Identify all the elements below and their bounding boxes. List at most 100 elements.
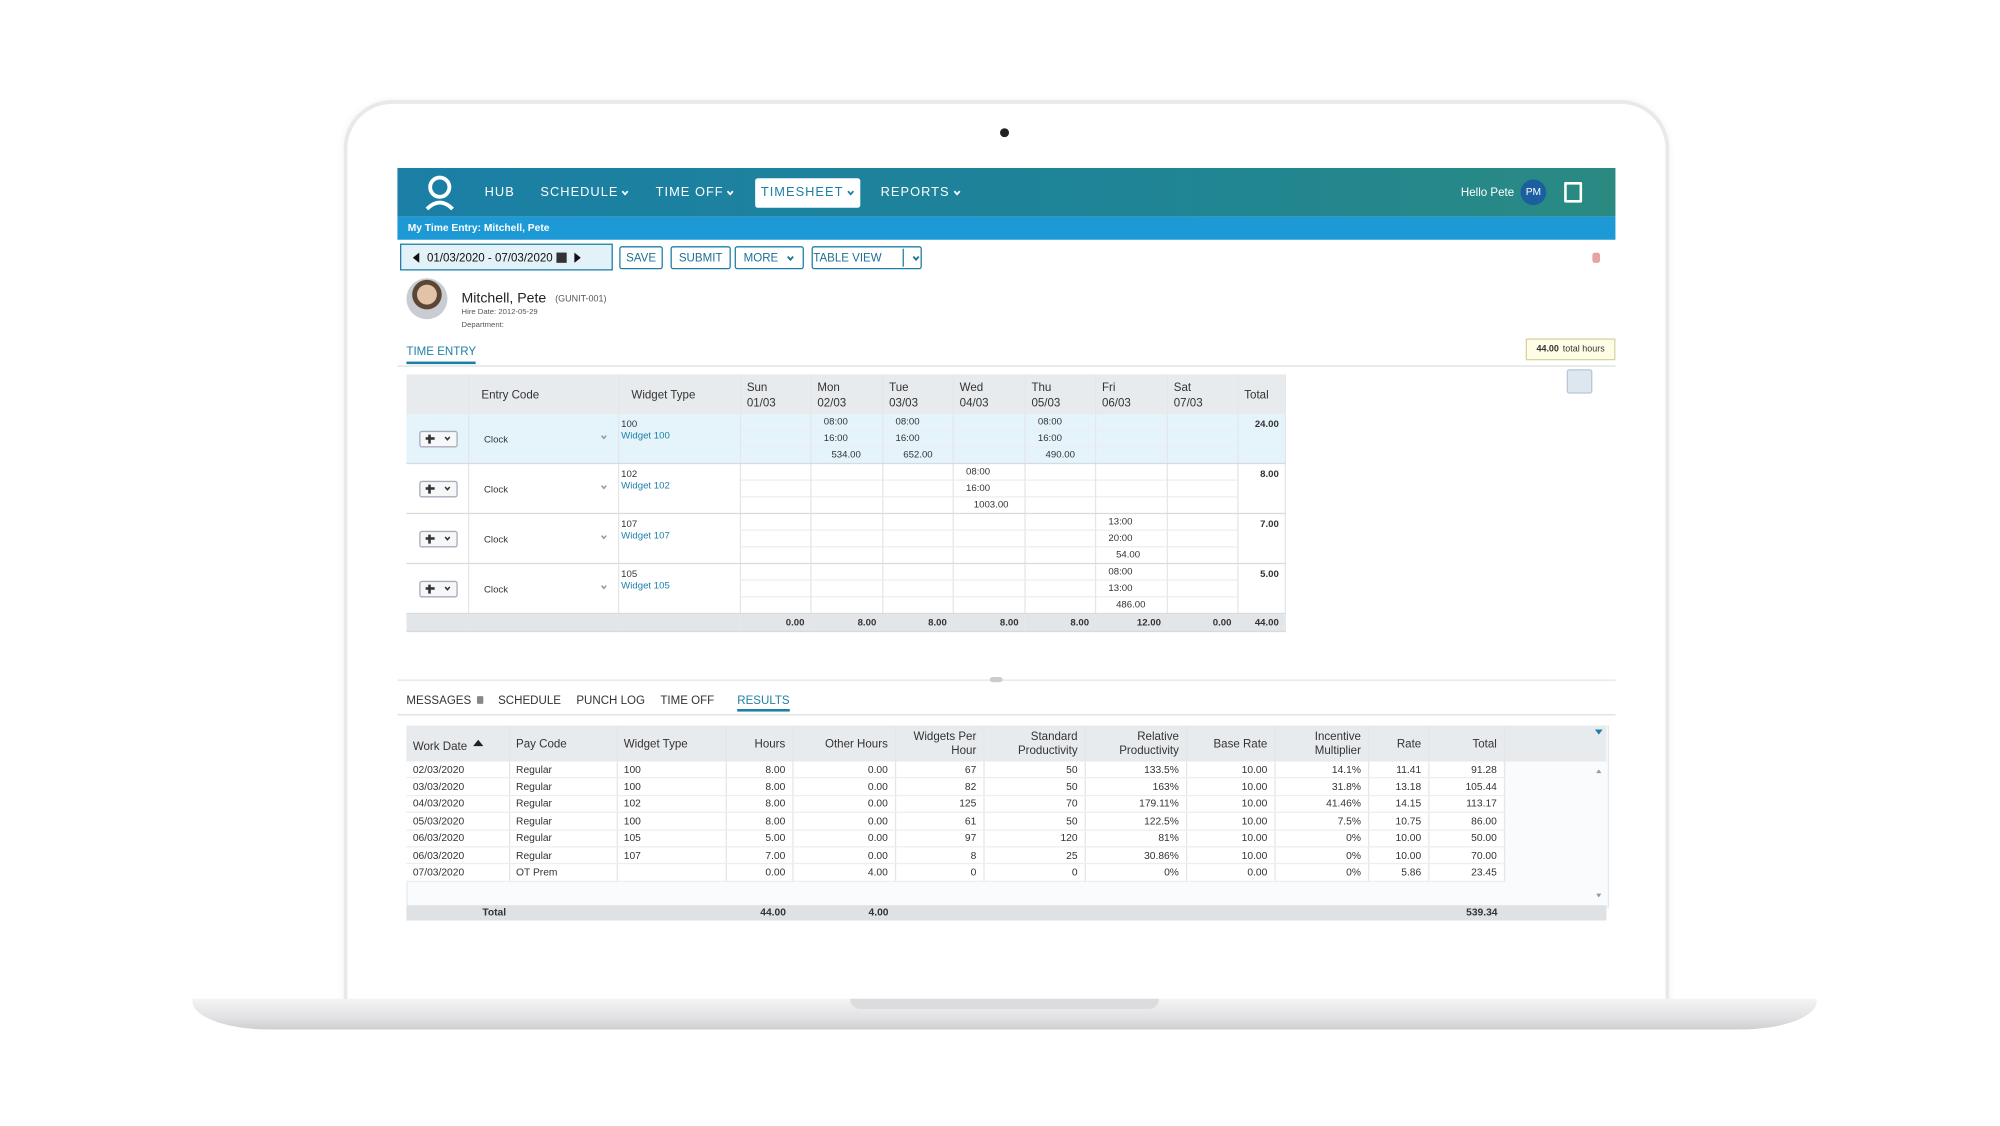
day-cell <box>952 513 1026 565</box>
result-cell: 10.00 <box>1185 778 1276 796</box>
entry-code[interactable]: Clock <box>484 433 617 444</box>
toolbar-button[interactable]: SAVE <box>619 246 663 270</box>
time-line[interactable]: 20:00 <box>1095 531 1167 548</box>
time-line <box>1167 514 1237 531</box>
day-cell: 08:00 16:00 534.00 <box>810 414 883 465</box>
header-cell[interactable]: Relative Productivity <box>1084 725 1187 762</box>
toolbar-button[interactable]: MORE <box>734 246 804 270</box>
time-line[interactable]: 08:00 <box>810 414 882 431</box>
time-line[interactable]: 1003.00 <box>973 498 1009 511</box>
nav-item[interactable]: TIME OFF <box>651 178 741 207</box>
time-line[interactable]: 16:00 <box>882 431 952 448</box>
time-line[interactable]: 08:00 <box>953 464 1024 481</box>
day-cell <box>952 563 1026 615</box>
bottom-tab[interactable]: RESULTS <box>737 694 790 712</box>
time-line <box>1025 481 1095 498</box>
time-line[interactable]: 16:00 <box>1025 431 1095 448</box>
time-line <box>740 497 809 512</box>
footer-total: 8.00 <box>810 613 883 633</box>
time-line[interactable]: 534.00 <box>831 448 861 461</box>
time-line <box>740 464 810 481</box>
bottom-tabs: MESSAGES SCHEDULE PUNCH LOG TIME OFF RESULTS <box>406 693 790 712</box>
time-line[interactable]: 652.00 <box>903 448 933 461</box>
header-cell[interactable]: Standard Productivity <box>983 725 1086 762</box>
result-cell <box>616 863 727 882</box>
row-actions[interactable] <box>419 430 458 447</box>
header-cell[interactable]: Work Date <box>406 725 510 762</box>
header-cell[interactable]: Base Rate <box>1185 725 1276 762</box>
logo[interactable] <box>423 174 456 211</box>
result-cell: 50.00 <box>1428 829 1505 848</box>
time-line[interactable]: 13:00 <box>1095 581 1167 598</box>
time-line[interactable]: 54.00 <box>1116 548 1141 561</box>
result-cell: 70 <box>983 795 1086 814</box>
result-cell: 50 <box>983 761 1086 779</box>
time-line[interactable]: 08:00 <box>882 414 952 431</box>
result-cell: 105.44 <box>1428 778 1505 796</box>
header-cell[interactable]: Other Hours <box>792 725 896 762</box>
header-cell[interactable]: Widget Type <box>616 725 727 762</box>
header-cell[interactable]: Pay Code <box>508 725 618 762</box>
header-cell: Sun 01/03 <box>739 374 811 415</box>
entry-code[interactable]: Clock <box>484 533 617 544</box>
bottom-tab[interactable]: MESSAGES <box>406 693 483 707</box>
hire-date: Hire Date: 2012-05-29 <box>461 308 538 317</box>
row-actions[interactable] <box>419 530 458 547</box>
result-cell: 10.00 <box>1368 846 1429 865</box>
header-cell[interactable]: Total <box>1428 725 1505 762</box>
nav-item[interactable]: HUB <box>480 178 520 207</box>
time-line <box>953 547 1024 562</box>
widget-name[interactable]: Widget 105 <box>621 579 670 592</box>
actions-cell <box>406 513 469 565</box>
widget-name[interactable]: Widget 107 <box>621 529 670 542</box>
time-line[interactable]: 08:00 <box>1025 414 1095 431</box>
entry-code-cell: Clock <box>467 513 619 565</box>
nav-item[interactable]: TIMESHEET <box>755 177 861 208</box>
time-line[interactable]: 13:00 <box>1095 514 1167 531</box>
time-line <box>1095 481 1167 498</box>
entry-code[interactable]: Clock <box>484 483 617 494</box>
tab-label: MESSAGES <box>406 693 472 707</box>
footer-total: 44.00 <box>1237 613 1286 633</box>
toolbar-button[interactable]: SUBMIT <box>670 246 731 270</box>
nav-item[interactable]: REPORTS <box>876 178 967 207</box>
calendar-button[interactable] <box>1566 369 1593 394</box>
row-actions[interactable] <box>419 480 458 497</box>
time-line[interactable]: 16:00 <box>953 481 1024 498</box>
scroll-up[interactable] <box>1594 729 1603 739</box>
time-line <box>811 597 882 612</box>
widget-name[interactable]: Widget 102 <box>621 479 670 492</box>
avatar-initials[interactable]: PM <box>1520 179 1547 206</box>
prev-arrow[interactable] <box>408 251 420 263</box>
header-cell[interactable]: Widgets Per Hour <box>894 725 985 762</box>
splitter-handle[interactable] <box>989 676 1003 683</box>
calendar-icon[interactable] <box>556 251 567 263</box>
menu-icon[interactable] <box>1564 182 1583 203</box>
row-actions[interactable] <box>419 580 458 597</box>
footer-total: 8.00 <box>882 613 954 633</box>
header-cell[interactable]: Hours <box>725 725 793 762</box>
nav-item[interactable]: SCHEDULE <box>535 178 635 207</box>
time-line <box>1025 531 1095 548</box>
time-line[interactable]: 490.00 <box>1045 448 1075 461</box>
widget-name[interactable]: Widget 100 <box>621 429 670 442</box>
time-line[interactable]: 16:00 <box>810 431 882 448</box>
next-arrow[interactable] <box>574 251 587 263</box>
result-cell: 25 <box>983 846 1086 865</box>
toolbar-button[interactable]: TABLE VIEW <box>811 246 922 270</box>
result-cell: 67 <box>894 761 985 779</box>
header-cell[interactable]: Rate <box>1368 725 1429 762</box>
settings-icon[interactable] <box>1592 252 1601 263</box>
header-cell[interactable]: Incentive Multiplier <box>1274 725 1369 762</box>
result-cell: 0% <box>1274 846 1369 865</box>
entry-code[interactable]: Clock <box>484 583 617 594</box>
time-line[interactable]: 08:00 <box>1095 564 1167 581</box>
bottom-tab[interactable]: SCHEDULE <box>498 694 561 707</box>
widget-id: 100 <box>621 417 638 430</box>
time-line <box>953 597 1024 612</box>
bottom-tab[interactable]: TIME OFF <box>660 694 714 707</box>
time-line[interactable]: 486.00 <box>1116 598 1146 611</box>
tab[interactable]: TIME ENTRY <box>406 345 477 365</box>
bottom-tab[interactable]: PUNCH LOG <box>576 694 645 707</box>
